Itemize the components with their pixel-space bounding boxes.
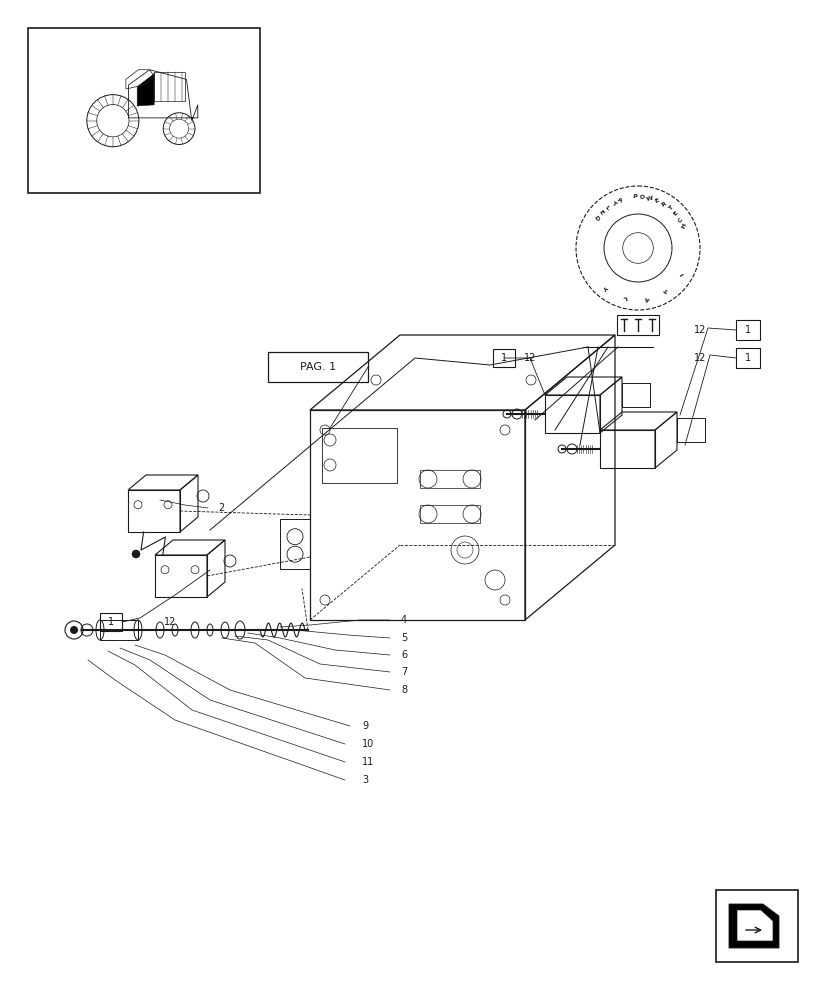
Text: 12: 12	[693, 325, 705, 335]
Text: 2: 2	[218, 503, 224, 513]
Text: 1: 1	[500, 353, 506, 363]
Text: 12: 12	[693, 353, 705, 363]
Text: D: D	[592, 215, 599, 222]
Bar	[715, 890, 797, 962]
Text: PAG. 1: PAG. 1	[299, 362, 336, 372]
Text: E: E	[653, 198, 659, 204]
Text: 1: 1	[744, 353, 750, 363]
Text: 7: 7	[400, 667, 407, 677]
Polygon shape	[728, 904, 778, 948]
Text: I: I	[679, 271, 684, 276]
Polygon shape	[736, 910, 772, 941]
Bar	[735, 348, 759, 368]
Bar	[676, 418, 704, 442]
Text: 9: 9	[361, 721, 368, 731]
Bar	[322, 428, 396, 483]
Text: 11: 11	[361, 757, 374, 767]
Circle shape	[70, 626, 78, 634]
Text: E: E	[597, 210, 604, 216]
Text: O: O	[638, 194, 644, 200]
Bar	[492, 349, 514, 367]
Text: T: T	[667, 205, 672, 212]
Text: P: P	[632, 194, 637, 200]
Text: A: A	[616, 197, 623, 203]
Bar	[735, 320, 759, 340]
Bar	[419, 470, 480, 488]
Text: T: T	[609, 200, 615, 207]
Text: 1: 1	[108, 617, 114, 627]
Text: T: T	[663, 287, 670, 293]
Text: W: W	[645, 195, 653, 202]
Text: 12: 12	[523, 353, 536, 363]
Circle shape	[131, 550, 140, 558]
Text: E: E	[672, 211, 678, 217]
Bar	[100, 613, 122, 631]
Bar	[154, 72, 185, 101]
Bar	[616, 315, 658, 335]
Bar	[419, 505, 480, 523]
Bar	[268, 352, 367, 382]
Text: 1: 1	[744, 325, 750, 335]
Text: 6: 6	[400, 650, 407, 660]
Bar	[100, 620, 138, 640]
Text: H: H	[680, 223, 686, 230]
Text: L: L	[621, 294, 627, 300]
Text: R: R	[660, 201, 667, 208]
Bar	[28, 28, 260, 193]
Text: 10: 10	[361, 739, 374, 749]
Text: L: L	[603, 205, 609, 211]
Text: 8: 8	[400, 685, 407, 695]
Text: 5: 5	[400, 633, 407, 643]
Text: 4: 4	[400, 615, 407, 625]
Text: A: A	[643, 295, 649, 301]
Text: C: C	[676, 217, 683, 223]
Polygon shape	[137, 74, 154, 106]
Text: 12: 12	[164, 617, 176, 627]
Bar	[621, 383, 649, 407]
Text: Y: Y	[601, 284, 608, 290]
Text: 3: 3	[361, 775, 368, 785]
